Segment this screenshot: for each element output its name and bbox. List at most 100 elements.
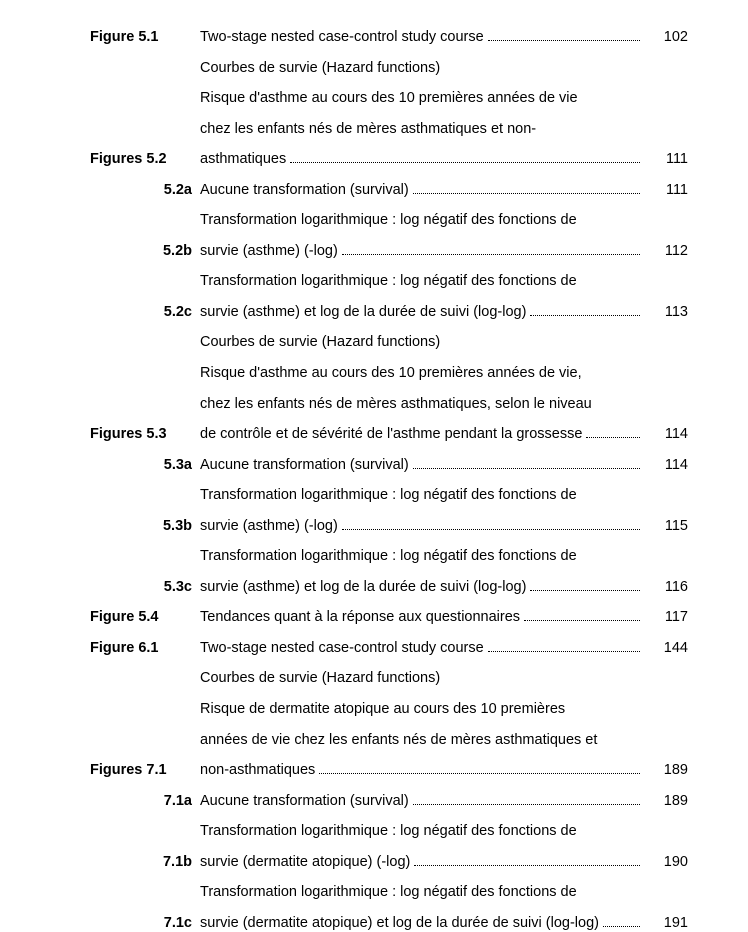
entry-last-line: asthmatiques [200,150,644,169]
entry-line: survie (asthme) (-log) [200,242,338,261]
toc-entry: 7.1aAucune transformation (survival)189 [90,792,688,811]
entry-line: survie (dermatite atopique) (-log) [200,853,410,872]
entry-label: 7.1b [90,853,200,872]
dot-leader [413,185,640,194]
entry-last-line: survie (dermatite atopique) (-log) [200,853,644,872]
entry-line: Courbes de survie (Hazard functions) [200,669,644,688]
dot-leader [342,246,640,255]
entry-last-line: survie (asthme) (-log) [200,242,644,261]
page-number: 117 [644,608,688,627]
entry-line: Risque d'asthme au cours des 10 première… [200,364,644,383]
entry-label: Figure 5.1 [90,28,200,47]
entry-description: Transformation logarithmique : log négat… [200,883,644,932]
entry-last-line: Aucune transformation (survival) [200,792,644,811]
entry-line: Transformation logarithmique : log négat… [200,822,644,841]
entry-label: Figures 5.2 [90,150,200,169]
entry-last-line: survie (asthme) et log de la durée de su… [200,303,644,322]
page-number: 191 [644,914,688,932]
entry-line: Risque d'asthme au cours des 10 première… [200,89,644,108]
toc-entry: Figure 5.1Two-stage nested case-control … [90,28,688,47]
entry-line: survie (dermatite atopique) et log de la… [200,914,599,932]
entry-line: Two-stage nested case-control study cour… [200,639,484,658]
entry-description: Courbes de survie (Hazard functions)Risq… [200,669,644,779]
dot-leader [530,307,640,316]
entry-line: Two-stage nested case-control study cour… [200,28,484,47]
entry-label: Figure 5.4 [90,608,200,627]
dot-leader [413,460,640,469]
page-number: 189 [644,792,688,811]
page-number: 112 [644,242,688,261]
entry-description: Two-stage nested case-control study cour… [200,28,644,47]
entry-description: Two-stage nested case-control study cour… [200,639,644,658]
entry-line: Courbes de survie (Hazard functions) [200,333,644,352]
page-number: 144 [644,639,688,658]
dot-leader [586,429,640,438]
page-number: 114 [644,456,688,475]
entry-last-line: survie (asthme) (-log) [200,517,644,536]
page-number: 111 [644,150,688,169]
toc-entry: 5.3cTransformation logarithmique : log n… [90,547,688,596]
entry-last-line: Two-stage nested case-control study cour… [200,28,644,47]
entry-last-line: survie (asthme) et log de la durée de su… [200,578,644,597]
toc-entry: Figures 5.2Courbes de survie (Hazard fun… [90,59,688,169]
entry-description: Tendances quant à la réponse aux questio… [200,608,644,627]
entry-line: Tendances quant à la réponse aux questio… [200,608,520,627]
entry-label: 5.2c [90,303,200,322]
entry-last-line: Aucune transformation (survival) [200,181,644,200]
dot-leader [530,582,640,591]
entry-description: Aucune transformation (survival) [200,181,644,200]
entry-label: 5.2b [90,242,200,261]
entry-line: Transformation logarithmique : log négat… [200,211,644,230]
entry-line: chez les enfants nés de mères asthmatiqu… [200,395,644,414]
toc-entry: Figure 5.4Tendances quant à la réponse a… [90,608,688,627]
entry-line: survie (asthme) et log de la durée de su… [200,578,526,597]
entry-description: Transformation logarithmique : log négat… [200,272,644,321]
page-number: 113 [644,303,688,322]
entry-line: chez les enfants nés de mères asthmatiqu… [200,120,644,139]
entry-description: Courbes de survie (Hazard functions)Risq… [200,59,644,169]
entry-line: Aucune transformation (survival) [200,456,409,475]
toc-entry: Figure 6.1Two-stage nested case-control … [90,639,688,658]
entry-label: 7.1c [90,914,200,932]
page-number: 190 [644,853,688,872]
toc-entry: 5.2aAucune transformation (survival)111 [90,181,688,200]
entry-label: 5.3b [90,517,200,536]
entry-label: Figure 6.1 [90,639,200,658]
entry-line: Transformation logarithmique : log négat… [200,883,644,902]
entry-description: Transformation logarithmique : log négat… [200,547,644,596]
entry-description: Aucune transformation (survival) [200,792,644,811]
page-number: 114 [644,425,688,444]
page-number: 116 [644,578,688,597]
entry-last-line: de contrôle et de sévérité de l'asthme p… [200,425,644,444]
entry-description: Courbes de survie (Hazard functions) Risq… [200,333,644,443]
entry-line: Transformation logarithmique : log négat… [200,272,644,291]
dot-leader [290,154,640,163]
entry-description: Aucune transformation (survival) [200,456,644,475]
toc-entry: 7.1cTransformation logarithmique : log n… [90,883,688,932]
entry-line: survie (asthme) et log de la durée de su… [200,303,526,322]
toc-entry: 7.1bTransformation logarithmique : log n… [90,822,688,871]
entry-line: années de vie chez les enfants nés de mè… [200,731,644,750]
page-number: 102 [644,28,688,47]
dot-leader [488,643,640,652]
page-number: 115 [644,517,688,536]
entry-description: Transformation logarithmique : log négat… [200,486,644,535]
entry-line: Transformation logarithmique : log négat… [200,547,644,566]
entry-line: Transformation logarithmique : log négat… [200,486,644,505]
entry-label: 5.2a [90,181,200,200]
toc-entry: 5.3aAucune transformation (survival)114 [90,456,688,475]
entry-last-line: non-asthmatiques [200,761,644,780]
figures-list: Figure 5.1Two-stage nested case-control … [90,28,688,932]
entry-line: survie (asthme) (-log) [200,517,338,536]
entry-last-line: Two-stage nested case-control study cour… [200,639,644,658]
toc-entry: Figures 7.1Courbes de survie (Hazard fun… [90,669,688,779]
entry-line: Aucune transformation (survival) [200,792,409,811]
entry-line: Aucune transformation (survival) [200,181,409,200]
entry-label: Figures 5.3 [90,425,200,444]
toc-entry: 5.3bTransformation logarithmique : log n… [90,486,688,535]
entry-description: Transformation logarithmique : log négat… [200,822,644,871]
dot-leader [342,521,640,530]
dot-leader [414,857,640,866]
dot-leader [524,612,640,621]
dot-leader [413,796,640,805]
